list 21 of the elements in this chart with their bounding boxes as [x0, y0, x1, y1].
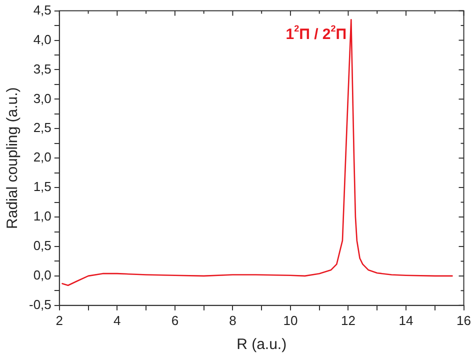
- y-tick-label: 1,5: [33, 179, 52, 194]
- x-tick-label: 8: [229, 312, 236, 328]
- y-tick-label: 2,5: [33, 120, 52, 136]
- x-tick-label: 6: [171, 312, 179, 328]
- x-tick-label: 4: [114, 312, 121, 328]
- x-tick-label: 2: [56, 312, 64, 328]
- y-tick-label: 4,0: [33, 32, 52, 47]
- x-tick-label: 14: [398, 312, 414, 328]
- x-tick-label: 12: [341, 312, 356, 328]
- x-tick-label: 10: [283, 312, 298, 328]
- y-tick-label: 0,0: [33, 268, 52, 283]
- y-axis-title: Radial coupling (a.u.): [4, 87, 22, 229]
- x-axis-title: R (a.u.): [236, 336, 287, 354]
- y-tick-label: 3,5: [33, 61, 52, 76]
- y-tick-label: 1,0: [33, 208, 52, 224]
- y-tick-label: 4,5: [33, 2, 52, 18]
- y-tick-label: 3,0: [33, 90, 52, 106]
- y-tick-label: -0,5: [28, 296, 52, 312]
- y-tick-label: 0,5: [33, 238, 52, 254]
- y-tick-label: 2,0: [33, 150, 52, 165]
- x-tick-label: 16: [456, 312, 472, 328]
